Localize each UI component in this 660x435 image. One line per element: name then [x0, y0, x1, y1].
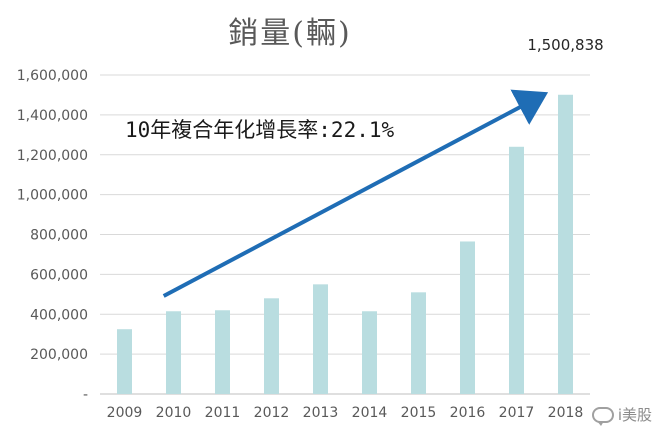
- x-tick-label: 2014: [352, 405, 388, 421]
- bar: [313, 284, 328, 394]
- x-tick-label: 2011: [205, 405, 241, 421]
- bar: [362, 311, 377, 394]
- bar: [215, 310, 230, 394]
- x-tick-label: 2010: [156, 405, 192, 421]
- watermark: i美股: [591, 404, 652, 426]
- bar: [117, 329, 132, 394]
- bar: [460, 241, 475, 394]
- watermark-text: i美股: [617, 406, 652, 424]
- x-tick-label: 2017: [499, 405, 535, 421]
- trend-arrow: [162, 89, 549, 298]
- y-tick-label: 400,000: [30, 307, 88, 323]
- bar: [558, 94, 573, 395]
- cagr-annotation: 10年複合年化增長率:22.1%: [125, 118, 395, 142]
- x-tick-label: 2013: [303, 405, 339, 421]
- y-tick-label: -: [83, 387, 88, 403]
- y-tick-label: 1,600,000: [17, 68, 88, 84]
- y-tick-label: 1,000,000: [17, 188, 88, 204]
- x-tick-label: 2015: [401, 405, 437, 421]
- y-tick-label: 800,000: [30, 228, 88, 244]
- x-tick-label: 2009: [107, 405, 143, 421]
- chart-title: 銷量(輛): [228, 16, 352, 51]
- chat-bubble-icon: [591, 406, 614, 426]
- bar: [166, 311, 181, 394]
- bar: [411, 292, 426, 394]
- x-tick-label: 2018: [548, 405, 584, 421]
- x-tick-label: 2016: [450, 405, 486, 421]
- x-tick-label: 2012: [254, 405, 290, 421]
- bar: [509, 146, 524, 394]
- y-tick-label: 200,000: [30, 347, 88, 363]
- y-tick-label: 600,000: [30, 267, 88, 283]
- bar: [264, 298, 279, 394]
- y-tick-label: 1,400,000: [17, 108, 88, 124]
- top-value-label: 1,500,838: [527, 36, 603, 54]
- y-tick-label: 1,200,000: [17, 148, 88, 164]
